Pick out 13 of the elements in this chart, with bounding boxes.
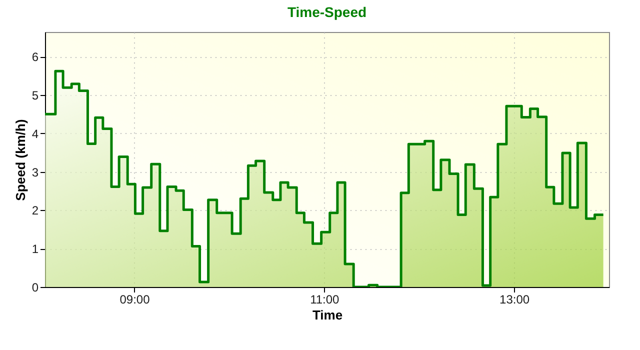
y-tick-label: 4 xyxy=(32,126,39,141)
y-tick-label: 0 xyxy=(32,280,39,294)
x-axis-title: Time xyxy=(312,308,343,322)
y-tick-label: 5 xyxy=(32,88,39,102)
y-tick-label: 1 xyxy=(32,242,39,256)
x-tick-label: 11:00 xyxy=(310,292,340,306)
y-axis-title: Speed (km/h) xyxy=(12,119,28,201)
x-tick-label: 13:00 xyxy=(500,292,530,306)
chart-title: Time-Speed xyxy=(287,4,367,20)
x-tick-label: 09:00 xyxy=(120,292,150,306)
y-tick-label: 2 xyxy=(32,204,39,218)
y-tick-label: 6 xyxy=(32,50,39,64)
y-tick-label: 3 xyxy=(32,165,39,180)
